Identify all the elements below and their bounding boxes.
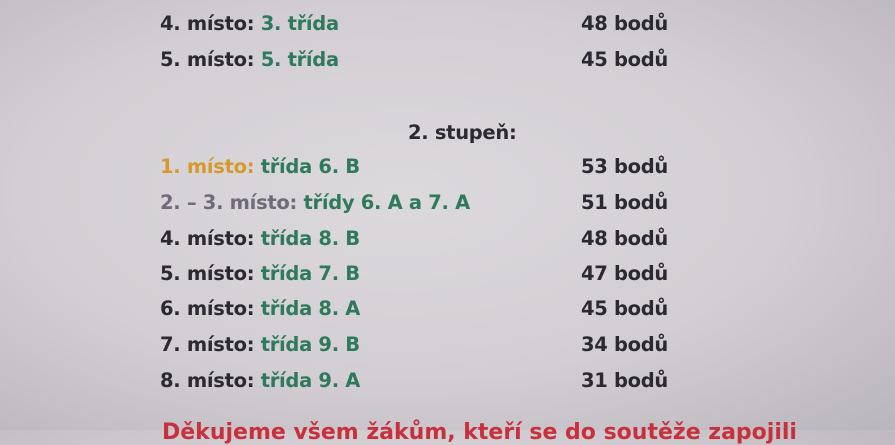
points: 48 bodů (580, 227, 668, 250)
points: 45 bodů (580, 297, 668, 320)
stage2-row-2: 2. – 3. místo: třídy 6. A a 7. A 51 bodů (160, 191, 668, 221)
place-label: 8. místo: (160, 369, 255, 392)
class-name: třída 7. B (260, 262, 360, 285)
place-label: 2. – 3. místo: (160, 191, 297, 214)
stage2-row-5: 5. místo: třída 7. B 47 bodů (160, 262, 668, 292)
place-label: 4. místo: (160, 227, 255, 250)
points: 47 bodů (580, 262, 668, 285)
points: 48 bodů (580, 12, 668, 35)
points: 53 bodů (580, 155, 668, 178)
class-name: třída 6. B (260, 155, 360, 178)
class-name: třída 8. B (260, 227, 360, 250)
class-name: třída 8. A (260, 297, 361, 320)
place-label: 5. místo: (160, 48, 255, 71)
thanks-message: Děkujeme všem žákům, kteří se do soutěže… (162, 420, 797, 445)
class-name: třída 9. B (260, 333, 360, 356)
points: 51 bodů (580, 191, 668, 214)
place-label: 4. místo: (160, 12, 255, 35)
points: 31 bodů (580, 369, 668, 392)
stage2-row-4: 4. místo: třída 8. B 48 bodů (160, 227, 668, 257)
place-label: 7. místo: (160, 333, 255, 356)
class-name: třída 9. A (260, 369, 361, 392)
class-name: 3. třída (260, 12, 339, 35)
stage2-row-8: 8. místo: třída 9. A 31 bodů (160, 369, 668, 399)
class-name: třídy 6. A a 7. A (303, 191, 471, 214)
stage1-row-4: 4. místo: 3. třída 48 bodů (160, 12, 668, 42)
stage2-heading: 2. stupeň: (408, 121, 517, 144)
points: 45 bodů (580, 48, 668, 71)
stage2-row-7: 7. místo: třída 9. B 34 bodů (160, 333, 668, 363)
place-label: 1. místo: (160, 155, 255, 178)
stage2-row-1: 1. místo: třída 6. B 53 bodů (160, 155, 668, 185)
place-label: 5. místo: (160, 262, 255, 285)
stage1-row-5: 5. místo: 5. třída 45 bodů (160, 48, 668, 78)
points: 34 bodů (580, 333, 668, 356)
stage2-row-6: 6. místo: třída 8. A 45 bodů (160, 297, 668, 327)
class-name: 5. třída (260, 48, 339, 71)
place-label: 6. místo: (160, 297, 255, 320)
